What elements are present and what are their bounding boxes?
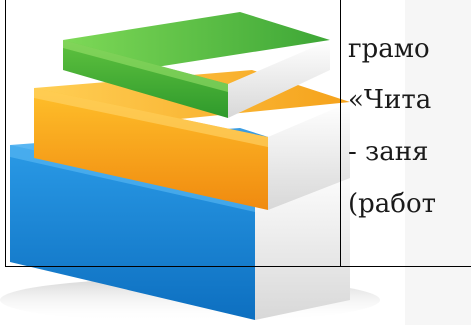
text-line: (работ [348, 189, 436, 219]
text-line: - заня [348, 137, 429, 167]
table-cell-text: грамо «Чита - заня (работ [348, 0, 471, 268]
top-book-green [63, 12, 330, 118]
table-cell-right [341, 0, 471, 267]
text-line: «Чита [348, 85, 432, 115]
text-line: грамо [348, 34, 430, 64]
table-cell-left [5, 0, 341, 267]
background-panel [405, 0, 471, 325]
